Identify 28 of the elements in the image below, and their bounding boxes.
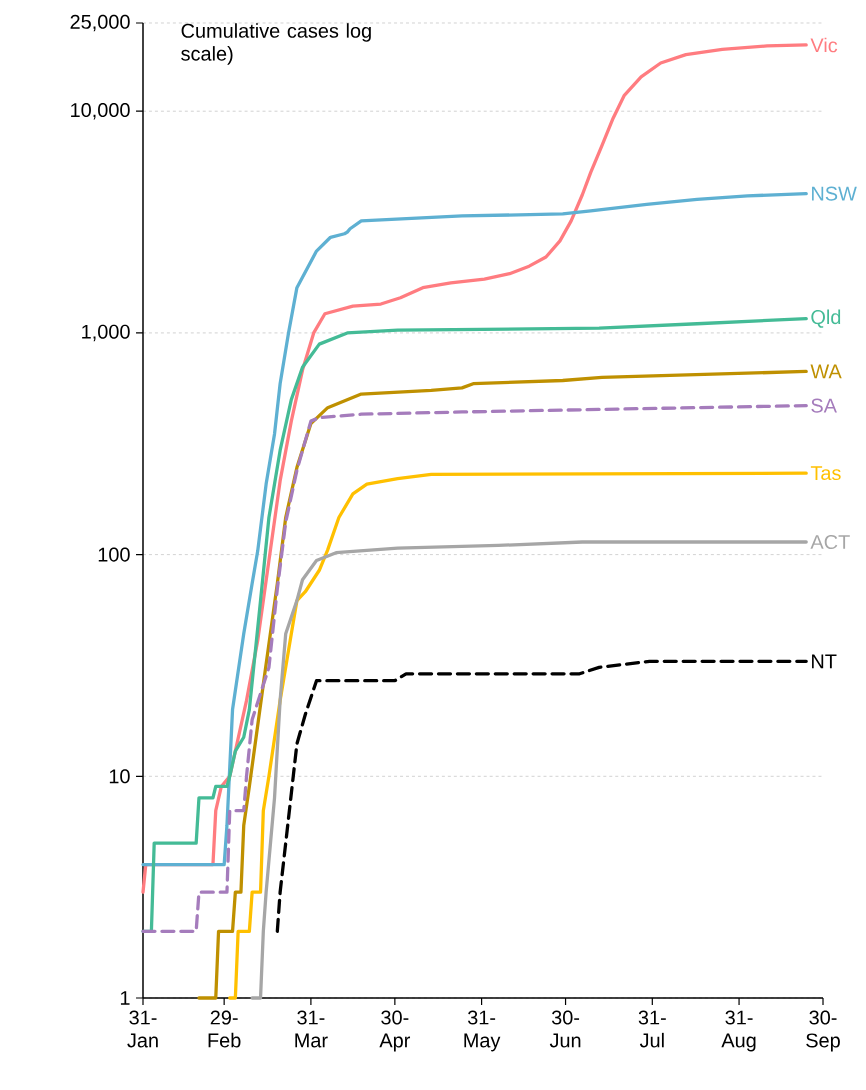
x-tick-label: 29-Feb <box>208 1010 241 1048</box>
series-label: Tas <box>810 466 841 481</box>
x-tick-label: 31-Jul <box>638 1010 666 1048</box>
series-label: SA <box>811 398 837 413</box>
y-tick-label: 100 <box>98 547 130 562</box>
text: Cumulative cases log scale) <box>181 23 371 65</box>
y-tick-label: 25,000 <box>70 14 130 32</box>
line-series <box>275 659 808 933</box>
y-tick-label: 1,000 <box>82 324 130 342</box>
series-label: NT <box>812 654 837 669</box>
x-tick-label: 31-Mar <box>295 1010 328 1048</box>
x-tick-label: 31-May <box>464 1010 501 1052</box>
x-tick-label: 30-Apr <box>379 1010 411 1052</box>
series-label: WA <box>810 364 842 379</box>
y-tick-label: 10 <box>109 769 130 784</box>
y-tick-label: 10,000 <box>71 102 130 120</box>
y-tick-label: 1 <box>120 991 130 1005</box>
series-label: NSW <box>812 186 857 201</box>
series-label: ACT <box>810 534 850 550</box>
series-label: Qld <box>811 309 841 328</box>
line-series <box>228 471 808 1000</box>
x-tick-label: 31-Aug <box>721 1010 756 1052</box>
line-series <box>141 191 808 867</box>
x-tick-label: 31-Jan <box>127 1010 158 1048</box>
x-tick-label: 30-Jun <box>549 1010 581 1048</box>
line-series <box>250 540 808 1000</box>
x-tick-label: 30-Sep <box>806 1010 840 1052</box>
series-label: Vic <box>810 37 838 53</box>
